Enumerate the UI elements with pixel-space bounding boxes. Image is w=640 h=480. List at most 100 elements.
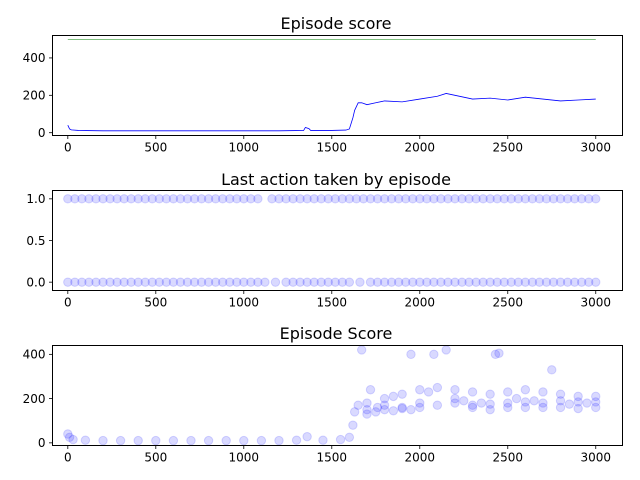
x-tick-label: 2500 <box>492 451 523 465</box>
scatter-point <box>168 194 179 204</box>
scatter-point <box>351 194 362 204</box>
scatter-point <box>161 277 172 287</box>
scatter-point <box>520 397 531 407</box>
scatter-point <box>464 194 474 204</box>
scatter-point <box>388 406 399 416</box>
scatter-point <box>133 277 143 287</box>
x-tick-label: 2000 <box>404 451 435 465</box>
scatter-point <box>555 194 566 204</box>
scatter-point <box>432 400 443 410</box>
scatter-point <box>499 194 509 204</box>
scatter-point <box>386 277 397 287</box>
scatter-point <box>555 396 566 406</box>
scatter-point <box>372 194 383 204</box>
y-tick-label: 0.0 <box>26 275 45 289</box>
scatter-point <box>372 402 383 413</box>
scatter-point <box>408 277 418 287</box>
scatter-point <box>260 277 270 287</box>
scatter-point <box>379 404 390 415</box>
scatter-point <box>70 194 80 204</box>
scatter-point <box>520 402 531 413</box>
scatter-point <box>485 389 495 399</box>
scatter-point <box>217 194 228 204</box>
scatter-point <box>534 277 545 287</box>
x-tick-label: 1500 <box>317 451 348 465</box>
scatter-point <box>221 435 231 446</box>
scatter-point <box>548 194 559 204</box>
scatter-point <box>423 387 434 397</box>
scatter-point <box>357 345 367 355</box>
scatter-point <box>365 194 376 204</box>
scatter-point <box>105 277 115 287</box>
scatter-point <box>478 277 488 287</box>
scatter-point <box>397 402 407 413</box>
scatter-point <box>330 194 340 204</box>
scatter-point <box>415 277 425 287</box>
scatter-point <box>555 277 566 287</box>
scatter-point <box>63 194 73 204</box>
scatter-point <box>506 194 516 204</box>
y-tick-label: 400 <box>23 51 46 65</box>
scatter-point <box>239 277 249 287</box>
scatter-point <box>406 404 416 415</box>
x-tick-label: 0 <box>64 296 72 310</box>
scatter-point <box>140 277 150 287</box>
scatter-point <box>140 194 150 204</box>
scatter-point <box>393 194 404 204</box>
scatter-point <box>256 435 267 446</box>
scatter-point <box>471 277 481 287</box>
scatter-point <box>175 194 186 204</box>
scatter-point <box>203 435 214 446</box>
scatter-point <box>513 277 524 287</box>
scatter-point <box>538 387 548 397</box>
y-tick-label: 200 <box>23 392 46 406</box>
scatter-point <box>450 398 460 408</box>
scatter-point <box>467 387 478 397</box>
scatter-point <box>397 403 407 414</box>
scatter-point <box>349 407 360 417</box>
scatter-point <box>80 435 91 445</box>
subplot-2-title: Last action taken by episode <box>221 170 451 189</box>
scatter-point <box>406 349 416 360</box>
scatter-point <box>267 194 277 204</box>
scatter-point <box>133 435 143 446</box>
scatter-point <box>520 277 531 287</box>
scatter-point <box>457 277 467 287</box>
scatter-point <box>151 435 161 446</box>
scatter-point <box>467 402 478 413</box>
subplot-2-axes-frame <box>52 190 623 291</box>
scatter-point <box>388 391 399 402</box>
y-tick-label: 400 <box>23 348 46 362</box>
scatter-point <box>562 194 573 204</box>
scatter-point <box>573 403 583 414</box>
scatter-point <box>112 277 122 287</box>
scatter-point <box>161 194 172 204</box>
scatter-point <box>362 404 372 415</box>
subplot-last-action-scatter: Last action taken by episode 0.0 0.5 1.0 0… <box>26 170 623 310</box>
scatter-point <box>379 194 390 204</box>
scatter-point <box>457 194 467 204</box>
subplot-3-marks <box>63 345 601 446</box>
scatter-point <box>538 398 548 408</box>
scatter-point <box>591 402 601 413</box>
scatter-point <box>63 277 73 287</box>
x-tick-label: 1000 <box>229 141 260 155</box>
scatter-point <box>538 402 548 413</box>
scatter-point <box>582 398 592 408</box>
scatter-point <box>253 277 263 287</box>
episode-score-line <box>67 93 596 132</box>
scatter-point <box>154 194 165 204</box>
y-tick-label: 200 <box>23 89 46 103</box>
scatter-point <box>358 194 369 204</box>
scatter-point <box>422 277 432 287</box>
scatter-point <box>562 277 573 287</box>
scatter-point <box>591 277 601 287</box>
scatter-point <box>98 277 108 287</box>
scatter-point <box>189 277 200 287</box>
scatter-point <box>485 277 495 287</box>
scatter-point <box>119 277 129 287</box>
scatter-point <box>379 393 390 404</box>
scatter-point <box>400 277 411 287</box>
scatter-point <box>386 194 397 204</box>
x-tick-label: 2500 <box>492 141 523 155</box>
